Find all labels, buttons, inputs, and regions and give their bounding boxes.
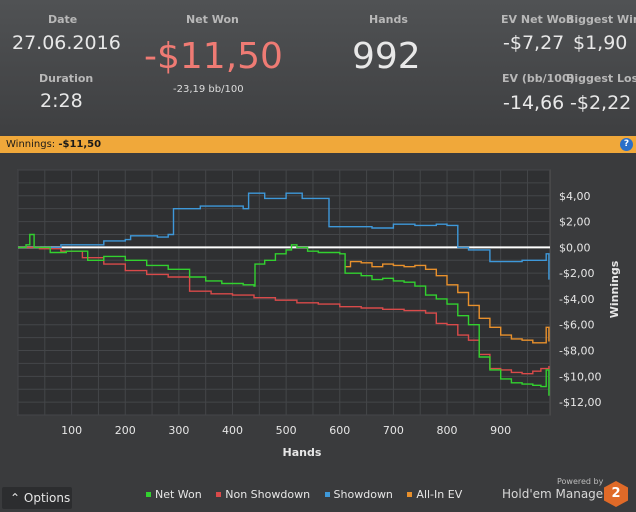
legend-label: Net Won — [155, 488, 202, 501]
legend-swatch — [146, 492, 151, 497]
chart-legend: Net Won Non Showdown Showdown All-In EV — [146, 488, 473, 501]
x-tick-label: 800 — [437, 424, 458, 437]
series-line-showdown — [18, 192, 550, 280]
x-tick-label: 500 — [276, 424, 297, 437]
date-value: 27.06.2016 — [12, 32, 121, 54]
bottom-bar: ⌃ Options Net Won Non Showdown Showdown … — [0, 477, 636, 512]
legend-label: All-In EV — [416, 488, 463, 501]
powered-by-text: Powered by — [557, 477, 604, 486]
chart-svg: $4,00 $2,00 $0,00 -$2,00 -$4,00 -$6,00 -$8,00 -… — [17, 169, 621, 459]
legend-item-showdown[interactable]: Showdown — [324, 488, 393, 501]
ev-net-won-label: EV Net Won — [501, 13, 574, 26]
series-line-all-in-ev — [345, 260, 550, 344]
net-won-label: Net Won — [186, 13, 239, 26]
y-tick-label: $2,00 — [559, 216, 591, 229]
options-label: Options — [23, 491, 71, 505]
help-icon[interactable]: ? — [620, 138, 633, 151]
stats-panel: Date 27.06.2016 Duration 2:28 Net Won -$… — [0, 0, 636, 136]
bb100-value: -23,19 bb/100 — [173, 84, 244, 95]
x-tick-label: 900 — [490, 424, 511, 437]
hm2-logo-icon: 2 — [604, 481, 628, 507]
y-tick-label: $0,00 — [559, 241, 591, 254]
winnings-chart: $4,00 $2,00 $0,00 -$2,00 -$4,00 -$6,00 -$8,00 -… — [0, 153, 636, 483]
hands-value: 992 — [352, 36, 421, 77]
y-tick-label: -$2,00 — [559, 267, 594, 280]
x-tick-label: 400 — [222, 424, 243, 437]
y-tick-label: -$12,00 — [559, 396, 601, 409]
biggest-loss-label: Biggest Loss — [566, 72, 636, 85]
ev-bb100-value: -14,66 — [503, 92, 565, 114]
y-axis-label: Winnings — [608, 260, 621, 318]
date-label: Date — [48, 13, 78, 26]
legend-swatch — [407, 492, 413, 497]
options-button[interactable]: ⌃ Options — [2, 487, 72, 509]
y-tick-label: -$10,00 — [559, 370, 601, 383]
y-tick-label: -$8,00 — [559, 345, 594, 358]
y-tick-label: -$4,00 — [559, 293, 594, 306]
biggest-loss-value: -$2,22 — [570, 92, 632, 114]
x-tick-label: 700 — [383, 424, 404, 437]
winnings-bar-label: Winnings: — [6, 139, 56, 150]
chevron-up-icon: ⌃ — [10, 491, 21, 505]
x-tick-label: 600 — [329, 424, 350, 437]
plot-area — [17, 169, 551, 416]
winnings-bar: Winnings: -$11,50 ? — [0, 136, 636, 153]
series-line-net-won — [18, 233, 550, 396]
duration-label: Duration — [39, 72, 94, 85]
biggest-win-label: Biggest Win — [566, 13, 636, 26]
ev-bb100-label: EV (bb/100) — [502, 72, 575, 85]
x-tick-label: 300 — [168, 424, 189, 437]
legend-item-net-won[interactable]: Net Won — [146, 488, 202, 501]
hands-label: Hands — [369, 13, 408, 26]
winnings-bar-value: -$11,50 — [58, 139, 102, 150]
brand-name: Hold'em Manager — [502, 487, 609, 501]
legend-label: Non Showdown — [225, 488, 311, 501]
x-tick-label: 100 — [61, 424, 82, 437]
legend-swatch — [324, 492, 330, 497]
ev-net-won-value: -$7,27 — [503, 32, 565, 54]
legend-item-non-showdown[interactable]: Non Showdown — [216, 488, 310, 501]
y-tick-label: $4,00 — [559, 190, 591, 203]
legend-swatch — [216, 492, 222, 497]
x-axis-label: Hands — [283, 446, 322, 459]
legend-item-allin-ev[interactable]: All-In EV — [407, 488, 462, 501]
net-won-value: -$11,50 — [144, 36, 283, 77]
x-tick-label: 200 — [115, 424, 136, 437]
legend-label: Showdown — [333, 488, 393, 501]
duration-value: 2:28 — [40, 90, 83, 112]
y-tick-label: -$6,00 — [559, 319, 594, 332]
biggest-win-value: $1,90 — [573, 32, 628, 54]
